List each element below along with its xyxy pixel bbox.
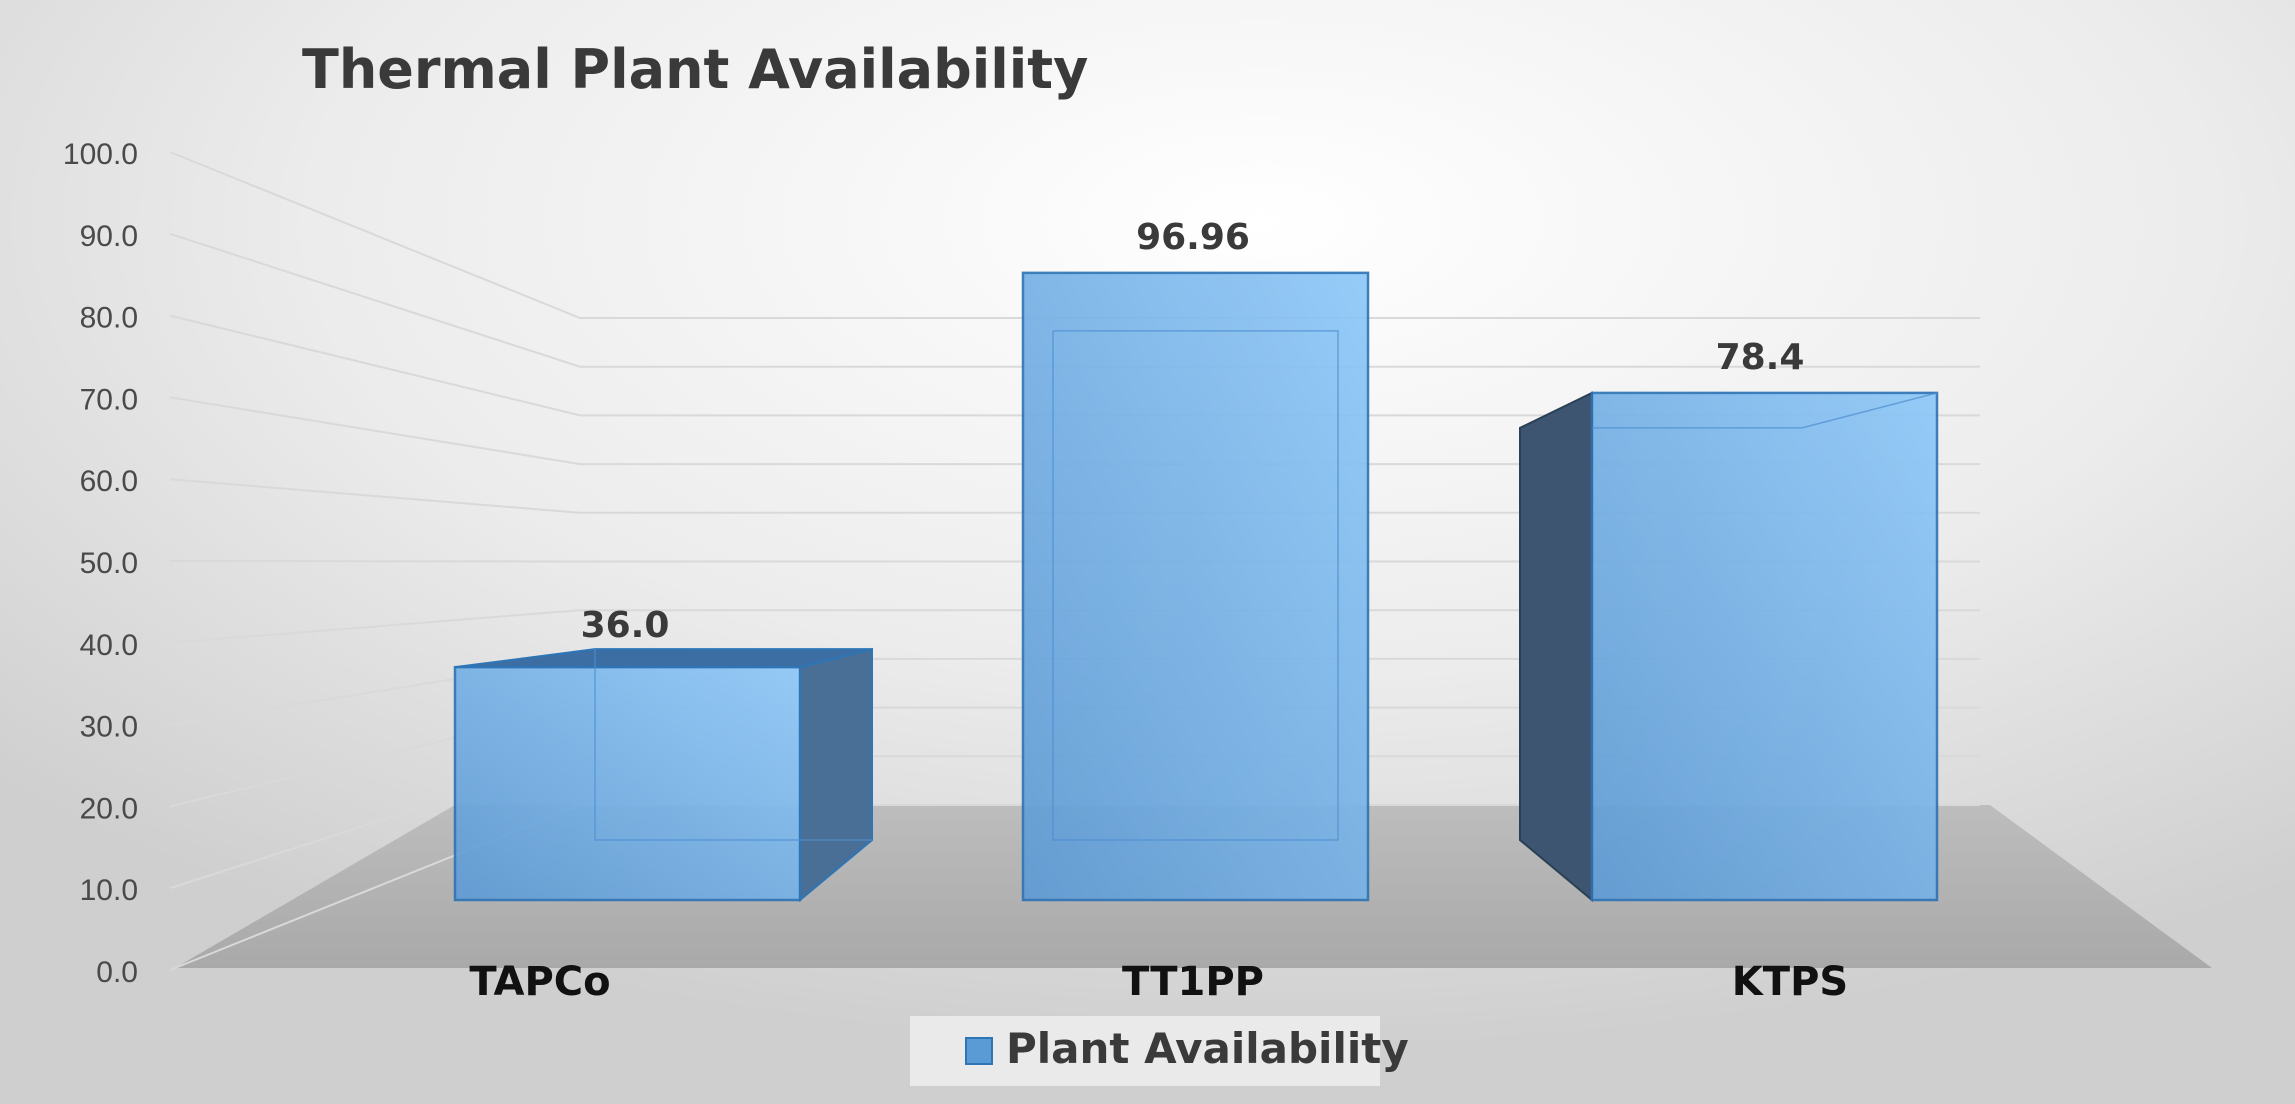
y-tick-label: 10.0 [80,874,138,907]
legend: Plant Availability [910,1016,1409,1086]
y-tick-label: 50.0 [80,547,138,580]
y-tick-label: 100.0 [63,138,138,171]
gridline [169,478,1980,514]
data-label: 96.96 [1136,217,1250,258]
y-tick-label: 40.0 [80,629,138,662]
y-tick-label: 0.0 [96,956,138,989]
bar-front-face [453,665,802,902]
legend-swatch [965,1037,993,1065]
gridline [169,396,1980,466]
category-label: KTPS [1732,959,1848,1005]
gridline [169,609,1980,644]
bars [453,271,1939,903]
bar-front-face [1590,391,1939,902]
bar-inner-edge [1592,392,1938,429]
y-tick-label: 60.0 [80,465,138,498]
y-tick-label: 90.0 [80,220,138,253]
bar-inner-edge [1052,330,1339,841]
gridline [169,560,1980,563]
legend-label: Plant Availability [1006,1024,1409,1073]
gridline [169,151,1980,319]
y-tick-label: 30.0 [80,711,138,744]
y-tick-label: 70.0 [80,383,138,416]
bar-tapco [453,647,873,903]
bar-tt1pp [1021,271,1370,902]
data-labels: 36.0 96.96 78.4 [581,217,1805,646]
y-axis-ticks: 0.0 10.0 20.0 30.0 40.0 50.0 60.0 70.0 80.0 90.0 1… [63,138,138,989]
data-label: 36.0 [581,605,670,646]
category-label: TAPCo [469,959,610,1005]
y-tick-label: 80.0 [80,302,138,335]
gridline [169,314,1980,417]
y-tick-label: 20.0 [80,792,138,825]
bar-ktps [1519,391,1939,903]
bar-front-face [1021,271,1370,902]
chart-title: Thermal Plant Availability [302,38,1088,101]
gridline [169,232,1980,368]
x-axis-categories: TAPCo TT1PP KTPS [469,959,1848,1005]
bar-side-face [1519,391,1593,903]
category-label: TT1PP [1122,959,1264,1005]
bar-inner-edge [594,649,872,841]
data-label: 78.4 [1716,337,1805,378]
